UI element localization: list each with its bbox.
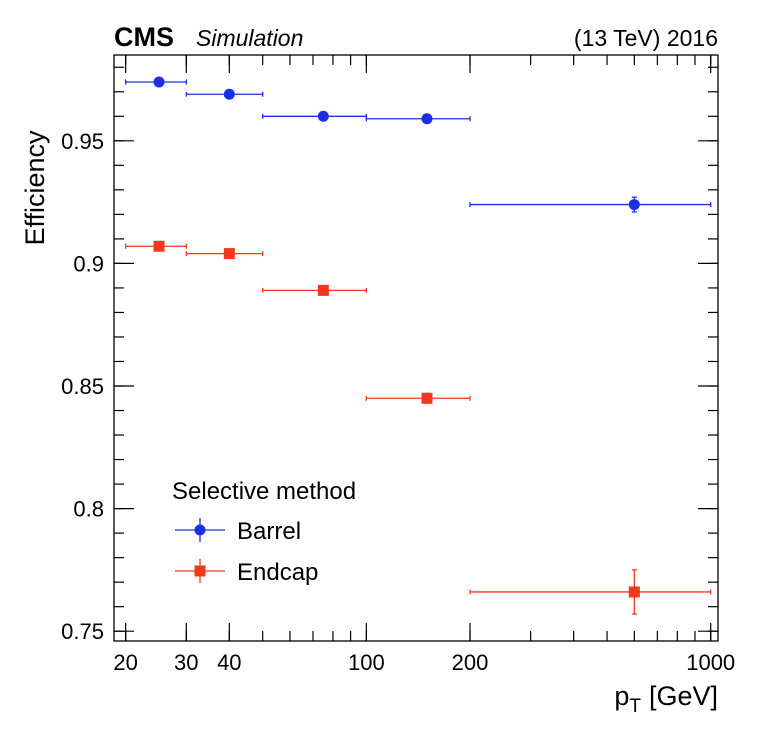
data-point <box>317 284 329 296</box>
data-point <box>153 76 165 88</box>
data-point <box>223 88 235 100</box>
x-tick-label: 40 <box>217 650 241 675</box>
y-tick-label: 0.85 <box>61 374 104 399</box>
legend: Selective method Barrel Endcap <box>172 478 356 586</box>
simulation-label: Simulation <box>196 25 303 51</box>
x-axis-label-main: p <box>614 681 629 711</box>
legend-title: Selective method <box>172 478 356 505</box>
series-endcap <box>125 240 712 615</box>
legend-entries: Barrel Endcap <box>175 518 318 586</box>
energy-label: (13 TeV) 2016 <box>574 25 718 51</box>
data-series <box>125 76 712 615</box>
cms-label: CMS <box>114 22 174 52</box>
tick-labels: 20 30 40 100 200 1000 0.75 0.8 0.85 0.9 0.95 <box>61 129 735 675</box>
data-point <box>628 586 640 598</box>
legend-marker <box>194 524 206 536</box>
y-tick-label: 0.75 <box>61 619 104 644</box>
y-tick-label: 0.95 <box>61 129 104 154</box>
data-point <box>153 240 165 252</box>
y-tick-label: 0.8 <box>73 497 104 522</box>
data-point <box>223 248 235 260</box>
x-axis-label-unit: [GeV] <box>649 681 718 711</box>
data-point <box>628 199 640 211</box>
legend-marker <box>194 565 206 577</box>
axis-ticks <box>114 55 718 641</box>
x-axis-label: pT [GeV] <box>614 681 718 717</box>
data-point <box>421 392 433 404</box>
x-tick-label: 200 <box>452 650 489 675</box>
series-barrel <box>125 76 712 213</box>
legend-entry-barrel: Barrel <box>175 518 301 545</box>
plot-frame <box>113 54 719 642</box>
x-tick-label: 100 <box>348 650 385 675</box>
legend-entry-endcap: Endcap <box>175 559 318 586</box>
x-tick-label: 30 <box>174 650 198 675</box>
x-tick-label: 20 <box>113 650 137 675</box>
x-tick-label: 1000 <box>686 650 735 675</box>
y-tick-label: 0.9 <box>73 251 104 276</box>
legend-label: Barrel <box>237 518 301 545</box>
x-axis-label-sub: T <box>629 696 641 717</box>
legend-label: Endcap <box>237 559 318 586</box>
y-axis-label: Efficiency <box>20 130 50 246</box>
data-point <box>317 110 329 122</box>
data-point <box>421 113 433 125</box>
